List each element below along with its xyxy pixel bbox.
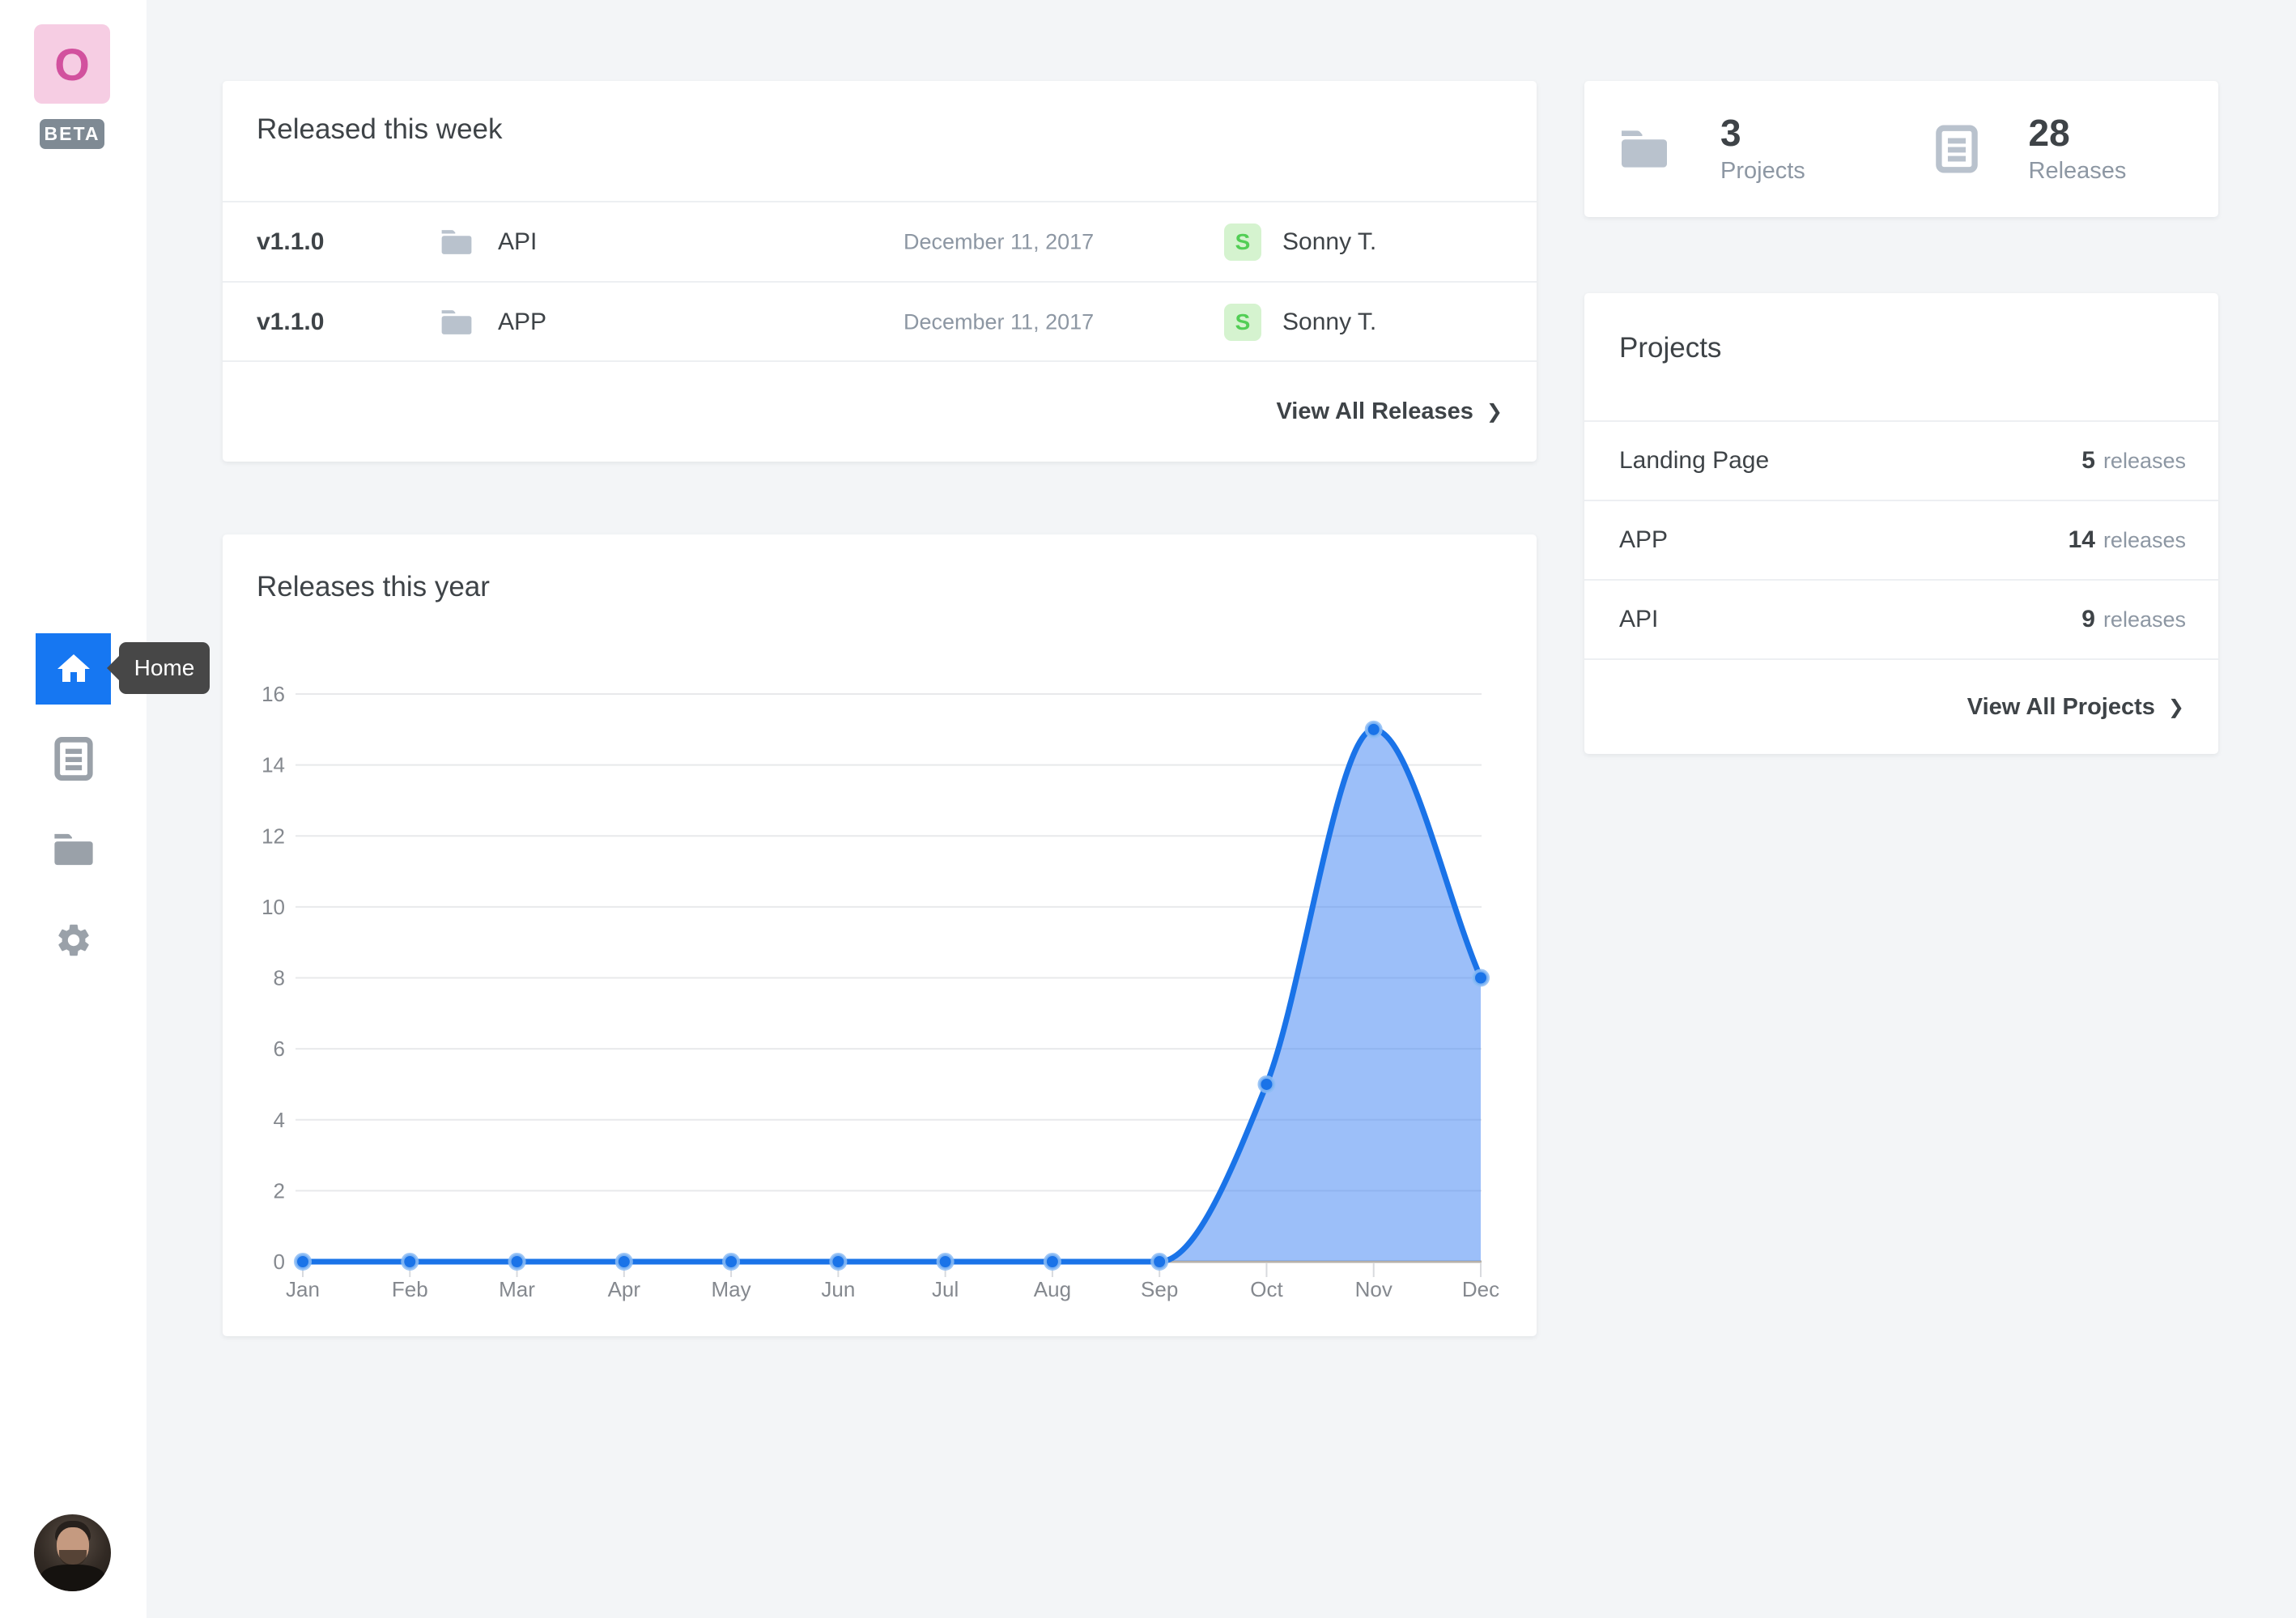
svg-text:Mar: Mar — [499, 1277, 535, 1301]
project-name: API — [1619, 606, 1659, 632]
project-folder-icon — [440, 228, 474, 257]
release-count-unit: releases — [2103, 528, 2186, 552]
author-name: Sonny T. — [1282, 308, 1377, 335]
project-row-landing-page[interactable]: Landing Page 5 releases — [1584, 420, 2218, 500]
released-card-header: Released this week — [223, 81, 1537, 201]
svg-text:May: May — [712, 1277, 751, 1301]
author-initial-badge: S — [1224, 303, 1261, 341]
sidebar-item-releases[interactable] — [36, 723, 111, 794]
gear-icon — [54, 921, 93, 960]
svg-text:Oct: Oct — [1250, 1277, 1283, 1301]
release-count-number: 14 — [2068, 526, 2095, 553]
folder-icon — [1618, 127, 1670, 171]
release-count-number: 5 — [2081, 447, 2095, 474]
release-version: v1.1.0 — [257, 228, 325, 255]
releases-count-label: Releases — [2028, 157, 2127, 184]
svg-text:6: 6 — [274, 1037, 285, 1061]
sidebar-item-home[interactable]: Home — [36, 633, 210, 705]
chevron-right-icon: ❯ — [1486, 401, 1503, 423]
svg-text:0: 0 — [274, 1250, 285, 1274]
project-release-count: 14 releases — [2069, 526, 2186, 554]
released-card-title: Released this week — [257, 113, 503, 145]
releases-chart-card: Releases this year 0 2 4 6 8 10 12 14 16 Jan Feb Ma… — [223, 534, 1537, 1336]
svg-text:10: 10 — [261, 895, 285, 919]
svg-text:2: 2 — [274, 1178, 285, 1203]
release-count-unit: releases — [2103, 607, 2186, 632]
svg-text:Feb: Feb — [392, 1277, 428, 1301]
releases-line-chart: 0 2 4 6 8 10 12 14 16 Jan Feb Mar Apr May Jun Jul Aug Sep… — [261, 682, 1499, 1301]
svg-text:Jun: Jun — [821, 1277, 855, 1301]
sidebar-item-settings[interactable] — [36, 905, 111, 976]
chart-title: Releases this year — [257, 571, 490, 602]
released-this-week-card: Released this week v1.1.0 API December 1… — [223, 81, 1537, 462]
svg-text:Aug: Aug — [1034, 1277, 1071, 1301]
avatar-beard — [59, 1550, 87, 1566]
home-icon — [54, 649, 93, 688]
projects-count-label: Projects — [1720, 157, 1805, 184]
release-version: v1.1.0 — [257, 308, 325, 335]
svg-text:4: 4 — [274, 1108, 285, 1132]
projects-card: Projects Landing Page 5 releases APP 14 re… — [1584, 293, 2218, 754]
release-notes-icon — [53, 737, 94, 781]
svg-text:Apr: Apr — [608, 1277, 641, 1301]
sidebar: O BETA Home — [0, 0, 210, 1618]
folder-icon — [52, 831, 96, 868]
projects-card-footer: View All Projects ❯ — [1584, 658, 2218, 754]
svg-text:Jul: Jul — [932, 1277, 959, 1301]
user-avatar[interactable] — [34, 1514, 111, 1591]
stat-releases: 28 Releases — [1903, 113, 2219, 184]
project-name: Landing Page — [1619, 447, 1770, 474]
project-release-count: 9 releases — [2081, 606, 2186, 633]
svg-text:Dec: Dec — [1462, 1277, 1499, 1301]
release-row-1[interactable]: v1.1.0 API December 11, 2017 S Sonny T. — [223, 201, 1537, 281]
svg-text:Jan: Jan — [286, 1277, 320, 1301]
view-all-projects-link[interactable]: View All Projects ❯ — [1967, 694, 2184, 721]
avatar-shirt — [40, 1565, 105, 1591]
beta-badge: BETA — [40, 119, 104, 149]
svg-text:12: 12 — [261, 824, 285, 848]
svg-text:8: 8 — [274, 966, 285, 990]
project-folder-icon — [440, 308, 474, 337]
release-count-number: 9 — [2081, 606, 2095, 632]
app-logo[interactable]: O — [34, 24, 110, 104]
svg-text:16: 16 — [261, 682, 285, 706]
project-row-app[interactable]: APP 14 releases — [1584, 500, 2218, 579]
projects-count: 3 — [1720, 112, 1741, 155]
projects-card-header: Projects — [1584, 293, 2218, 420]
project-name: APP — [498, 308, 547, 335]
release-notes-icon — [1935, 124, 1979, 174]
release-count-unit: releases — [2103, 449, 2186, 473]
released-card-footer: View All Releases ❯ — [223, 360, 1537, 462]
stats-card: 3 Projects 28 Releases — [1584, 81, 2218, 217]
view-all-projects-label: View All Projects — [1966, 693, 2155, 720]
svg-text:Nov: Nov — [1355, 1277, 1392, 1301]
svg-text:Sep: Sep — [1141, 1277, 1178, 1301]
releases-count: 28 — [2028, 112, 2070, 155]
release-row-2[interactable]: v1.1.0 APP December 11, 2017 S Sonny T. — [223, 281, 1537, 361]
project-name: API — [498, 228, 538, 255]
svg-text:14: 14 — [261, 753, 285, 777]
stat-projects: 3 Projects — [1584, 113, 1903, 184]
chevron-right-icon: ❯ — [2167, 696, 2184, 718]
author-initial-badge: S — [1224, 223, 1261, 261]
project-row-api[interactable]: API 9 releases — [1584, 579, 2218, 658]
release-date: December 11, 2017 — [904, 309, 1095, 334]
project-release-count: 5 releases — [2081, 447, 2186, 475]
sidebar-item-projects[interactable] — [36, 814, 111, 885]
release-date: December 11, 2017 — [904, 229, 1095, 253]
projects-card-title: Projects — [1619, 332, 1722, 364]
view-all-releases-label: View All Releases — [1276, 398, 1473, 424]
home-tooltip: Home — [119, 642, 210, 694]
author-name: Sonny T. — [1282, 228, 1377, 255]
view-all-releases-link[interactable]: View All Releases ❯ — [1276, 398, 1503, 425]
project-name: APP — [1619, 526, 1669, 553]
